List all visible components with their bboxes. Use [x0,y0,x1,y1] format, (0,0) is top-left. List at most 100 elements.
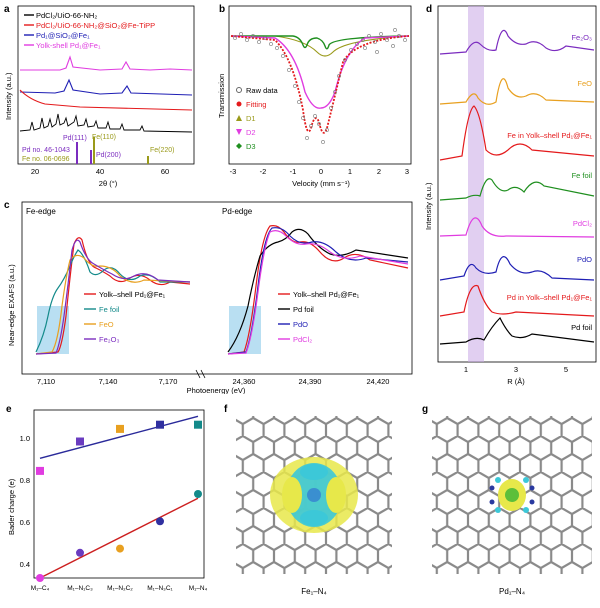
d-label-fe-yolk: Fe in Yolk–shell Pd₁@Fe₁ [507,131,592,140]
e-point-circle-2 [76,548,84,557]
d-trace-fe-yolk [439,105,595,161]
e-point-square-1 [36,466,44,475]
peak-pd200: Pd(200) [96,152,121,159]
pd-legend-3: PdO [293,320,308,329]
ref-pd: Pd no. 46-1043 [22,147,70,154]
e-point-square-3 [116,424,124,433]
charge-density-f [270,457,358,533]
panel-g: g Pd₁–N₄ [416,400,600,603]
fe-legend-2: Fe foil [99,305,120,314]
pd-tick-1: 24,360 [233,377,256,386]
e-ytick-1: 0.4 [20,560,30,569]
panel-f: f Fe₁–N₄ [222,400,402,603]
panel-e-svg: e 0.4 0.6 0.8 1.0 M₁–C₄ M₁–N₁C₃ M₁–N₂C₂ … [6,404,208,592]
c-ylabel: Near-edge EXAFS (a.u.) [7,264,16,346]
peak-fe110: Fe(110) [92,134,116,141]
panel-g-label: g [422,404,428,415]
b-xtick-2: -2 [260,167,267,176]
legend-a-1: PdCl₂/UiO-66-NH₂ [36,11,97,20]
panel-c: c Fe-edge Pd-edge Yolk–shell Pd₁@Fe₁ Fe … [0,196,415,395]
e-point-circle-5 [194,490,202,498]
b-legend-d3-marker [236,143,242,149]
panel-b-frame [228,5,412,165]
pd-curve-pdcl2 [227,230,409,355]
d-xtick-2: 3 [514,365,518,374]
e-ytick-4: 1.0 [20,434,30,443]
b-fitting-curve [230,35,410,134]
fe-edge-title: Fe-edge [26,207,56,216]
panel-d: d Fe₂O₃ FeO Fe in Yolk–shell Pd₁@Fe₁ Fe … [416,0,600,394]
b-raw-data [233,28,407,144]
e-xtick-5: M₁–N₄ [189,585,208,592]
b-legend-d1-marker [236,115,242,121]
trace-black [19,113,193,133]
panel-a-frame [17,5,195,165]
fe-legend-4: Fe₂O₃ [99,335,120,344]
panel-b: b Raw data Fitting D1 [205,0,415,190]
d-trace-fe2o3 [439,29,595,55]
panel-a-label: a [4,4,10,15]
peak-pd111: Pd(111) [63,135,87,142]
charge-density-g [489,477,535,513]
pd-legend-4: PdCl₂ [293,335,312,344]
e-point-circle-4 [156,517,164,526]
c-xlabel: Photoenergy (eV) [187,386,246,394]
e-point-square-5 [194,420,202,429]
axis-break-2 [200,369,206,379]
d-ylabel: Intensity (a.u.) [424,182,433,230]
f-caption: Fe₁–N₄ [301,587,327,596]
b-legend-d2-marker [236,129,242,135]
b-legend-raw-marker [236,87,242,93]
panel-b-svg: b Raw data Fitting D1 [217,4,412,188]
b-xtick-3: -1 [290,167,297,176]
e-xtick-2: M₁–N₁C₃ [67,585,93,592]
d-trace-feo [439,78,595,105]
panel-e-label: e [6,404,12,415]
d-label-pd-foil: Pd foil [571,323,592,332]
e-xtick-4: M₁–N₃C₁ [147,585,173,592]
panel-e: e 0.4 0.6 0.8 1.0 M₁–C₄ M₁–N₁C₃ M₁–N₂C₂ … [0,400,210,603]
d-label-pdo: PdO [577,255,592,264]
a-ylabel: Intensity (a.u.) [4,72,13,120]
b-xtick-6: 2 [377,167,381,176]
e-ytick-3: 0.8 [20,476,30,485]
a-xtick-1: 20 [31,167,39,176]
e-fit-line-1 [39,415,199,459]
b-xlabel: Velocity (mm s⁻¹) [292,179,350,188]
d-xlabel: R (Å) [507,377,525,386]
pd-prepeak-highlight [229,306,261,354]
e-ytick-2: 0.6 [20,518,30,527]
panel-a-svg: a PdCl₂/UiO-66-NH₂ PdCl₂/UiO-66-NH₂@SiO₂… [4,4,195,188]
a-xtick-3: 60 [161,167,169,176]
panel-f-label: f [224,404,228,415]
panel-e-frame [33,409,205,579]
fe-tick-1: 7,110 [37,377,55,386]
b-xtick-4: 0 [319,167,323,176]
b-legend-d3: D3 [246,142,256,151]
e-point-square-2 [76,437,84,446]
fe-curve-feo [35,254,191,355]
fe-curve-yolk [35,237,191,355]
g-caption: Pd₁–N₄ [499,587,525,596]
d-trace-pd-foil [439,316,595,345]
panel-d-label: d [426,4,432,15]
panel-f-svg: f Fe₁–N₄ [224,404,392,596]
pd-edge-title: Pd-edge [222,207,253,216]
pd-legend-1: Yolk–shell Pd₁@Fe₁ [293,290,360,299]
b-xtick-5: 1 [348,167,352,176]
e-fit-line-2 [39,497,199,579]
a-xlabel: 2θ (°) [99,179,118,188]
pd-curve-foil [227,228,409,353]
b-legend-raw: Raw data [246,86,279,95]
pd-legend-2: Pd foil [293,305,314,314]
b-d3-curve [231,35,410,50]
b-legend-d2: D2 [246,128,256,137]
panel-c-svg: c Fe-edge Pd-edge Yolk–shell Pd₁@Fe₁ Fe … [4,200,413,395]
b-legend-fit: Fitting [246,100,266,109]
d-xtick-3: 5 [564,365,568,374]
e-marks [36,415,202,582]
d-trace-pd-yolk [439,284,595,317]
b-xtick-1: -3 [230,167,237,176]
d-label-fe2o3: Fe₂O₃ [571,33,592,42]
e-xtick-3: M₁–N₂C₂ [107,585,133,592]
